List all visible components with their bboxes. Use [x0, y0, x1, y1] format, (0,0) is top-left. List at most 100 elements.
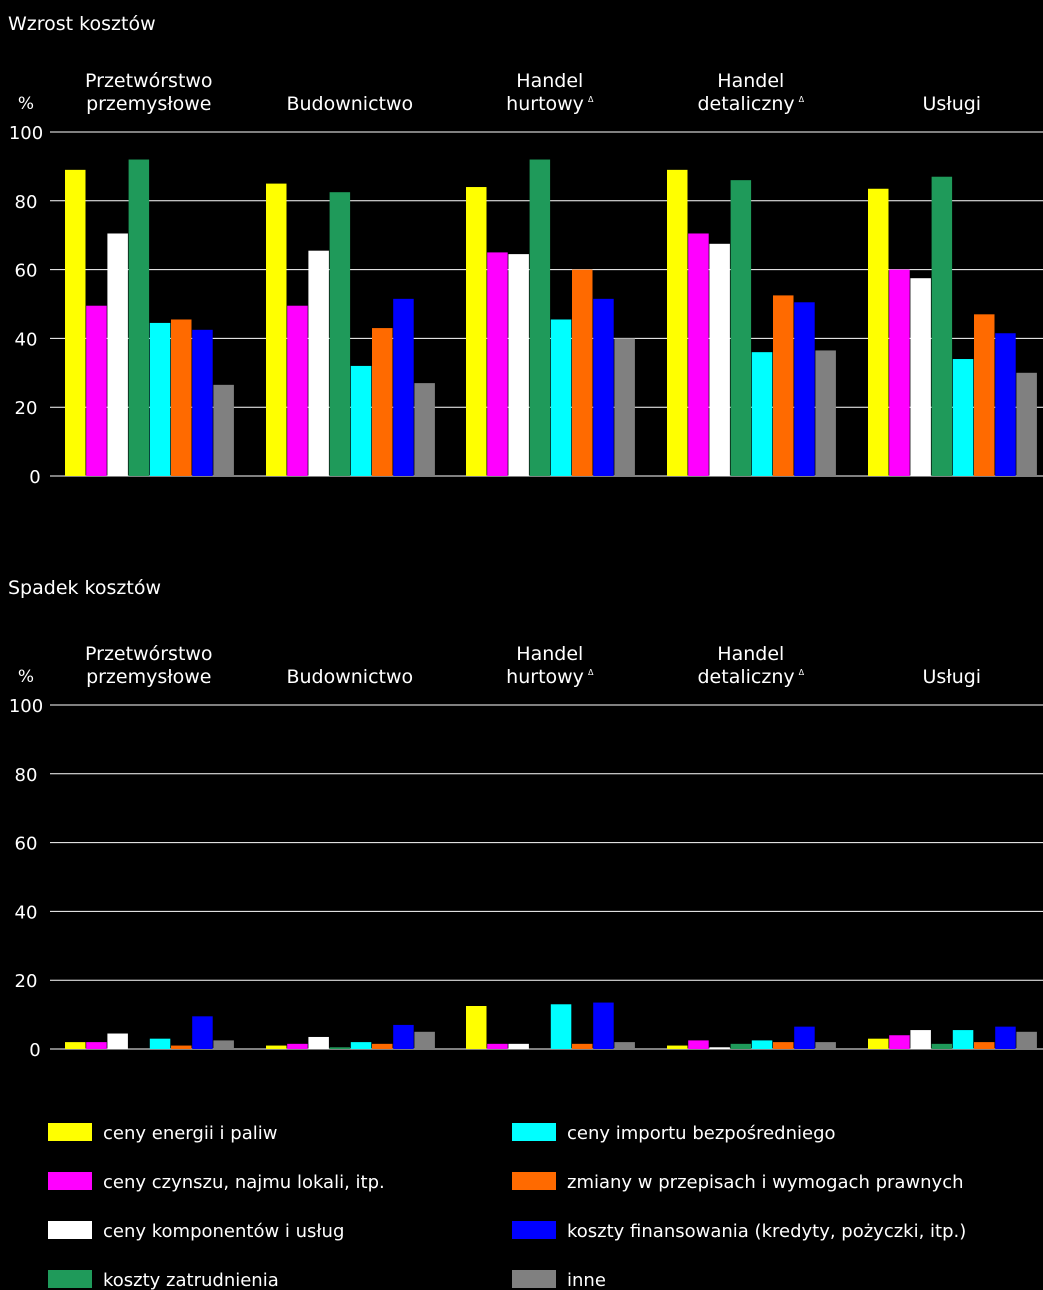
- bar: [709, 1047, 730, 1049]
- bar: [308, 250, 329, 476]
- bar: [487, 252, 508, 476]
- bar: [171, 1045, 192, 1049]
- y-tick-label: 80: [15, 765, 38, 786]
- category-label: detaliczny Δ: [698, 93, 805, 115]
- y-tick-label: 60: [15, 261, 38, 282]
- bar: [65, 1042, 86, 1049]
- category-label: hurtowy Δ: [506, 666, 594, 688]
- category-label: Handel: [516, 70, 583, 92]
- legend-swatch: [512, 1270, 556, 1288]
- bar: [192, 1016, 213, 1049]
- bar: [466, 187, 487, 477]
- category-label: przemysłowe: [86, 666, 211, 688]
- category-label: Handel: [717, 643, 784, 665]
- category-label: detaliczny Δ: [698, 666, 805, 688]
- bar: [86, 1042, 107, 1049]
- bar: [1016, 372, 1037, 476]
- bar: [593, 1002, 614, 1049]
- legend-swatch: [48, 1270, 92, 1288]
- bar: [372, 1043, 393, 1049]
- bar: [572, 1043, 593, 1049]
- bar: [487, 1043, 508, 1049]
- bar: [688, 233, 709, 476]
- legend-swatch: [512, 1172, 556, 1190]
- bar: [889, 1035, 910, 1049]
- category-label: Przetwórstwo: [85, 643, 213, 665]
- chart-title: Wzrost kosztów: [8, 13, 156, 35]
- bar: [350, 1042, 372, 1049]
- bar: [773, 295, 794, 476]
- bar: [572, 269, 593, 476]
- legend-label: ceny energii i paliw: [103, 1123, 277, 1144]
- bar: [995, 1026, 1016, 1049]
- bar: [65, 169, 86, 476]
- bar: [107, 233, 128, 476]
- bar: [149, 1038, 171, 1049]
- bar: [974, 314, 995, 476]
- y-tick-label: 100: [9, 696, 43, 717]
- bar: [171, 319, 192, 476]
- bar: [688, 1040, 709, 1049]
- bar: [329, 1047, 351, 1049]
- y-axis-unit-label: %: [18, 667, 34, 687]
- category-label: Usługi: [923, 93, 982, 115]
- bar: [794, 1026, 815, 1049]
- bar: [393, 1024, 414, 1049]
- y-tick-label: 20: [15, 398, 38, 419]
- legend-swatch: [48, 1221, 92, 1239]
- y-tick-label: 80: [15, 192, 38, 213]
- bar: [815, 350, 836, 476]
- bar: [529, 159, 551, 476]
- category-marker: Δ: [799, 668, 805, 677]
- bar: [952, 1030, 974, 1049]
- bar: [213, 1040, 234, 1049]
- y-tick-label: 0: [29, 1040, 40, 1061]
- bar: [107, 1033, 128, 1049]
- category-label: Budownictwo: [286, 93, 413, 115]
- bar: [192, 329, 213, 476]
- category-marker: Δ: [799, 95, 805, 104]
- bar: [372, 328, 393, 476]
- legend-label: ceny czynszu, najmu lokali, itp.: [103, 1172, 385, 1193]
- bar: [751, 352, 773, 476]
- bar: [128, 159, 150, 476]
- bar: [329, 192, 351, 476]
- category-marker: Δ: [588, 95, 594, 104]
- legend-swatch: [48, 1123, 92, 1141]
- bar: [86, 305, 107, 476]
- category-label: przemysłowe: [86, 93, 211, 115]
- bar: [149, 322, 171, 476]
- y-tick-label: 40: [15, 902, 38, 923]
- bar: [910, 278, 931, 476]
- y-axis-unit-label: %: [18, 94, 34, 114]
- legend-label: koszty zatrudnienia: [103, 1270, 279, 1290]
- bar: [466, 1006, 487, 1049]
- legend-label: ceny komponentów i usług: [103, 1221, 344, 1242]
- y-tick-label: 100: [9, 123, 43, 144]
- category-label: Budownictwo: [286, 666, 413, 688]
- bar: [266, 1045, 287, 1049]
- category-label: Przetwórstwo: [85, 70, 213, 92]
- bar: [614, 338, 635, 476]
- bar: [751, 1040, 773, 1049]
- bar: [287, 305, 308, 476]
- bar: [350, 365, 372, 476]
- bar: [868, 1038, 889, 1049]
- category-marker: Δ: [588, 668, 594, 677]
- cost-increase-panel: Wzrost kosztów% 0 20 40 60 80 100 Przetwórstwop…: [8, 13, 1043, 488]
- bar: [889, 269, 910, 476]
- bar: [308, 1036, 329, 1049]
- legend-label: zmiany w przepisach i wymogach prawnych: [567, 1172, 964, 1193]
- bar: [550, 319, 572, 476]
- bar: [1016, 1031, 1037, 1049]
- bar: [266, 183, 287, 476]
- cost-decrease-panel: Spadek kosztów% 0 20 40 60 80 100 Przetwórstwop…: [8, 577, 1043, 1061]
- chart-legend: ceny energii i paliw ceny czynszu, najmu …: [48, 1123, 966, 1290]
- category-label: hurtowy Δ: [506, 93, 594, 115]
- bar: [794, 302, 815, 476]
- legend-swatch: [512, 1123, 556, 1141]
- bar: [910, 1030, 931, 1049]
- bar: [287, 1043, 308, 1049]
- bar: [393, 298, 414, 476]
